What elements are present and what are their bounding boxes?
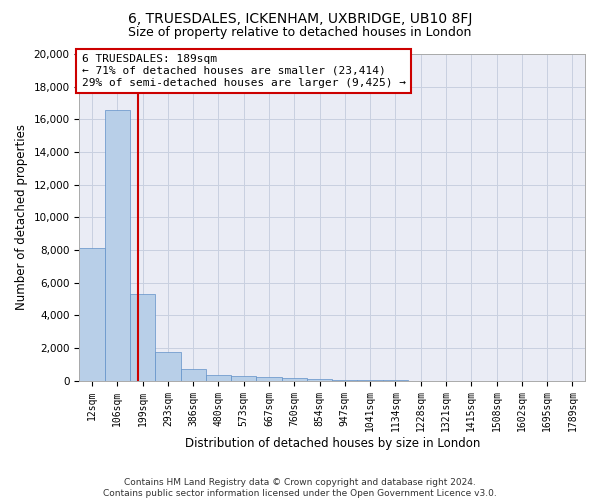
Bar [181, 369, 206, 380]
Bar [231, 376, 256, 380]
Y-axis label: Number of detached properties: Number of detached properties [15, 124, 28, 310]
Bar [256, 378, 281, 380]
Bar [206, 375, 231, 380]
Bar [104, 110, 130, 380]
Text: 6, TRUESDALES, ICKENHAM, UXBRIDGE, UB10 8FJ: 6, TRUESDALES, ICKENHAM, UXBRIDGE, UB10 … [128, 12, 472, 26]
Bar [79, 248, 104, 380]
Bar [307, 379, 332, 380]
Bar [281, 378, 307, 380]
Text: 6 TRUESDALES: 189sqm
← 71% of detached houses are smaller (23,414)
29% of semi-d: 6 TRUESDALES: 189sqm ← 71% of detached h… [82, 54, 406, 88]
Bar [155, 352, 181, 380]
Text: Size of property relative to detached houses in London: Size of property relative to detached ho… [128, 26, 472, 39]
X-axis label: Distribution of detached houses by size in London: Distribution of detached houses by size … [185, 437, 480, 450]
Text: Contains HM Land Registry data © Crown copyright and database right 2024.
Contai: Contains HM Land Registry data © Crown c… [103, 478, 497, 498]
Bar [130, 294, 155, 380]
